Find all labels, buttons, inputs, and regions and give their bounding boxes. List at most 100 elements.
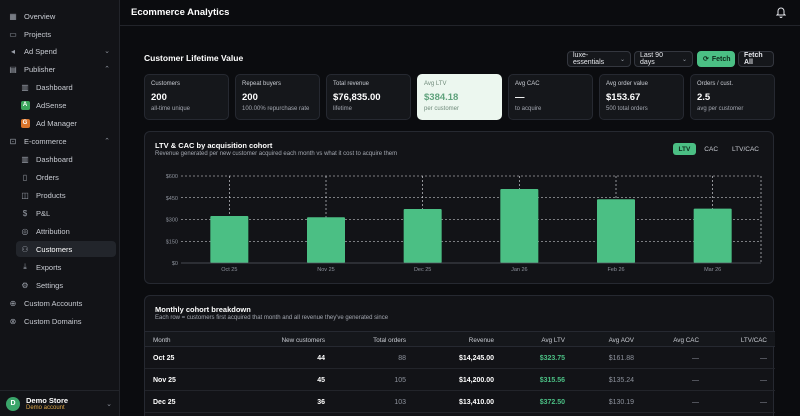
bar [597,199,635,263]
col-header-avg-cac[interactable]: Avg CAC [673,337,699,344]
sidebar-item-label: Overview [24,11,56,21]
sidebar-item-label: AdSense [36,100,67,110]
sidebar-item-customers[interactable]: ⚇ Customers [16,241,116,257]
cell-month: Oct 25 [153,355,175,362]
sidebar-item-label: P&L [36,208,51,218]
store-select-value: luxe-essentials [573,52,605,66]
document-icon: ▤ [9,64,17,74]
kpi-sub: 500 total orders [606,106,648,112]
kpi-repeat-buyers: Repeat buyers 200 100.00% repurchase rat… [235,74,320,120]
kpi-value: — [515,92,525,103]
date-range-select[interactable]: Last 90 days ⌄ [634,51,693,67]
bar-chart-icon: ▥ [21,154,29,164]
table-header: Month New customers Total orders Revenue… [145,331,775,347]
globe-icon: ⊗ [9,316,17,326]
cell-revenue: $14,245.00 [458,355,494,362]
sidebar-item-orders[interactable]: ▯ Orders [16,169,116,185]
cell-avg-aov: $135.24 [608,377,634,384]
kpi-value: $153.67 [606,92,641,103]
col-header-avg-aov[interactable]: Avg AOV [608,337,634,344]
col-header-month[interactable]: Month [153,337,171,344]
cell-avg-ltv: $323.75 [539,355,565,362]
col-header-total-orders[interactable]: Total orders [373,337,406,344]
cell-month: Dec 25 [153,399,176,406]
users-icon: ⚇ [21,244,29,254]
sidebar-item-exports[interactable]: ⤓ Exports [16,259,116,275]
tab-ltv[interactable]: LTV [672,143,697,155]
bar-chart-icon: ▥ [21,82,29,92]
cell-total-orders: 103 [394,399,406,406]
table-row[interactable]: Nov 25 45 105 $14,200.00 $315.56 $135.24… [145,369,775,391]
sidebar-item-adsense[interactable]: A AdSense [16,97,116,113]
tab-ltv-cac[interactable]: LTV/CAC [732,145,759,153]
col-header-new-customers[interactable]: New customers [281,337,325,344]
tab-cac[interactable]: CAC [704,145,719,153]
y-tick-label: $0 [172,261,178,267]
sidebar-item-ad-spend[interactable]: ◂ Ad Spend ⌄ [4,43,116,59]
sidebar-item-projects[interactable]: ▭ Projects [4,26,116,42]
sidebar-item-publisher[interactable]: ▤ Publisher ⌃ [4,61,116,77]
bell-icon[interactable] [776,6,786,18]
col-header-ltv-cac[interactable]: LTV/CAC [740,337,767,344]
y-tick-label: $150 [166,239,178,245]
chevron-up-icon: ⌃ [104,66,110,73]
sidebar-item-attribution[interactable]: ◎ Attribution [16,223,116,239]
cell-avg-aov: $161.88 [608,355,634,362]
sidebar-item-label: Settings [36,280,64,290]
cell-avg-cac: — [692,355,699,362]
cell-ltv-cac: — [760,355,767,362]
sidebar-item-custom-accounts[interactable]: ⊕ Custom Accounts [4,295,116,311]
kpi-label: Customers [151,81,181,87]
fetch-all-label: Fetch All [744,52,763,66]
kpi-value: 200 [242,92,258,103]
chevron-down-icon: ⌄ [681,56,687,63]
cell-total-orders: 105 [394,377,406,384]
sidebar-item-ecommerce[interactable]: ⊡ E-commerce ⌃ [4,133,116,149]
dollar-icon: $ [22,208,28,218]
store-name: Demo Store [26,396,69,405]
grid-icon: ▦ [9,11,17,21]
fetch-button[interactable]: ⟳ Fetch [697,51,735,67]
download-icon: ⤓ [23,262,27,271]
chart-title: LTV & CAC by acquisition cohort [155,141,273,150]
sidebar-item-label: Orders [36,172,59,182]
sidebar-item-label: Dashboard [36,154,73,164]
sidebar-item-products[interactable]: ◫ Products [16,187,116,203]
store-subtitle: Demo account [26,405,65,411]
cell-avg-ltv: $315.56 [539,377,565,384]
avatar: D [6,396,20,411]
sidebar-item-publisher-dashboard[interactable]: ▥ Dashboard [16,79,116,95]
sidebar-item-label: Customers [36,244,73,254]
fetch-label: Fetch [711,55,731,63]
date-range-value: Last 90 days [640,52,663,66]
table-subtitle: Each row = customers first acquired that… [155,315,389,321]
ltv-cac-chart-card: LTV & CAC by acquisition cohort Revenue … [144,131,774,284]
table-row[interactable]: Dec 25 36 103 $13,410.00 $372.50 $130.19… [145,391,775,413]
chevron-down-icon: ⌄ [104,48,110,55]
table-row[interactable]: Oct 25 44 88 $14,245.00 $323.75 $161.88 … [145,347,775,369]
store-switcher[interactable]: D Demo Store Demo account ⌄ [0,390,120,416]
cell-avg-cac: — [692,399,699,406]
fetch-all-button[interactable]: Fetch All [738,51,774,67]
col-header-revenue[interactable]: Revenue [468,337,494,344]
sidebar-item-custom-domains[interactable]: ⊗ Custom Domains [4,313,116,329]
cell-ltv-cac: — [760,399,767,406]
chevron-down-icon: ⌄ [619,56,625,63]
gear-icon: ⚙ [21,280,29,290]
x-tick-label: Nov 25 [317,267,334,273]
kpi-label: Repeat buyers [242,81,282,87]
y-tick-label: $300 [166,218,178,224]
sidebar-item-label: Dashboard [36,82,73,92]
store-select[interactable]: luxe-essentials ⌄ [567,51,631,67]
bar [307,217,345,263]
kpi-sub: 100.00% repurchase rate [242,106,310,112]
app-title: Ecommerce Analytics [131,7,230,18]
sidebar-item-settings[interactable]: ⚙ Settings [16,277,116,293]
sidebar-item-ad-manager[interactable]: G Ad Manager [16,115,116,131]
col-header-avg-ltv[interactable]: Avg LTV [541,337,565,344]
sidebar-item-overview[interactable]: ▦ Overview [4,8,116,24]
x-tick-label: Feb 26 [607,267,624,273]
sidebar-item-pnl[interactable]: $ P&L [16,205,116,221]
sidebar-item-ecom-dashboard[interactable]: ▥ Dashboard [16,151,116,167]
cell-month: Nov 25 [153,377,176,384]
